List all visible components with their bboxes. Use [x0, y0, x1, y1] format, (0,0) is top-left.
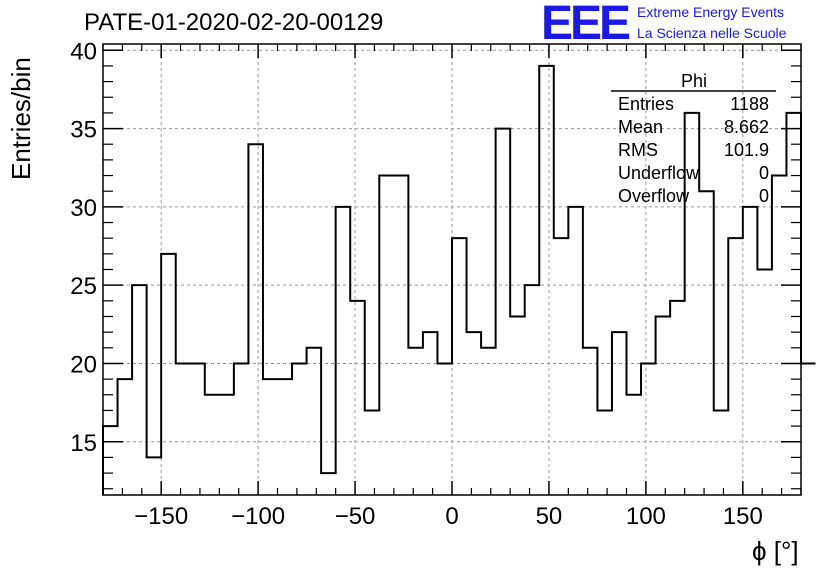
- eee-logo: EEE: [541, 0, 631, 50]
- histogram-bin: [728, 238, 743, 495]
- stats-title: Phi: [681, 71, 707, 91]
- histogram-bin: [147, 457, 162, 495]
- stats-label: RMS: [618, 140, 658, 160]
- histogram-bin: [161, 254, 176, 495]
- histogram-bin: [801, 363, 816, 495]
- x-tick-label: 100: [626, 503, 666, 530]
- x-tick-label: 0: [445, 503, 458, 530]
- stats-rows: Entries 1188 Mean 8.662 RMS 101.9 Underflow 0 Ov…: [618, 94, 769, 206]
- histogram-bin: [612, 332, 627, 495]
- histogram-bin: [365, 410, 380, 495]
- x-axis-label: ϕ [°]: [752, 536, 799, 566]
- stats-label: Underflow: [618, 163, 700, 183]
- y-tick-label: 35: [70, 117, 97, 144]
- histogram-bin: [539, 66, 554, 495]
- histogram-bin: [597, 410, 612, 495]
- y-tick-labels: 15 20 25 30 35 40: [70, 38, 97, 456]
- x-tick-label: 150: [723, 503, 763, 530]
- histogram-bin: [394, 176, 409, 495]
- histogram-bin: [190, 363, 205, 495]
- histogram-bin: [234, 363, 249, 495]
- histogram-bin: [118, 379, 133, 495]
- x-tick-labels: −150 −100 −50 0 50 100 150: [134, 503, 763, 530]
- y-tick-label: 30: [70, 195, 97, 222]
- histogram-bin: [467, 332, 482, 495]
- stats-value: 0: [759, 163, 769, 183]
- histogram-bin: [176, 363, 191, 495]
- x-tick-label: 50: [536, 503, 563, 530]
- x-tick-label: −50: [335, 503, 376, 530]
- histogram-bin: [263, 379, 278, 495]
- histogram-bin: [714, 410, 729, 495]
- stats-label: Overflow: [618, 186, 690, 206]
- stats-value: 0: [759, 186, 769, 206]
- histogram-bin: [554, 238, 569, 495]
- histogram-bin: [292, 363, 307, 495]
- y-tick-label: 20: [70, 351, 97, 378]
- histogram-bin: [336, 207, 351, 495]
- histogram-bin: [423, 332, 438, 495]
- y-axis-label: Entries/bin: [6, 57, 36, 180]
- histogram-bin: [699, 191, 714, 495]
- histogram-bars: [103, 66, 816, 495]
- histogram-bin: [205, 395, 220, 495]
- histogram-bin: [408, 348, 423, 495]
- histogram-bin: [568, 207, 583, 495]
- x-tick-label: −150: [134, 503, 188, 530]
- histogram-bin: [248, 144, 263, 495]
- histogram-bin: [757, 270, 772, 496]
- chart-title: PATE-01-2020-02-20-00129: [84, 9, 384, 36]
- histogram-bin: [772, 176, 787, 495]
- histogram-bin: [510, 316, 525, 495]
- histogram-bin: [452, 238, 467, 495]
- stats-value: 101.9: [724, 140, 769, 160]
- y-tick-label: 25: [70, 273, 97, 300]
- histogram-bin: [321, 473, 336, 495]
- histogram-bin: [219, 395, 234, 495]
- histogram-bin: [132, 285, 147, 495]
- histogram-bin: [641, 363, 656, 495]
- histogram-bin: [656, 316, 671, 495]
- histogram-bin: [350, 301, 365, 495]
- histogram-bin: [627, 395, 642, 495]
- eee-tagline-2: La Scienza nelle Scuole: [637, 25, 787, 41]
- histogram-bin: [743, 207, 758, 495]
- stats-value: 1188: [730, 94, 769, 114]
- histogram-bin: [496, 129, 511, 495]
- histogram-bin: [379, 176, 394, 495]
- x-tick-label: −100: [231, 503, 285, 530]
- stats-value: 8.662: [724, 117, 769, 137]
- stats-label: Entries: [618, 94, 674, 114]
- histogram-bin: [525, 285, 540, 495]
- axis-ticks: [102, 44, 802, 495]
- eee-tagline-1: Extreme Energy Events: [637, 4, 785, 20]
- histogram-bin: [670, 301, 685, 495]
- histogram-bin: [437, 363, 452, 495]
- stats-label: Mean: [618, 117, 663, 137]
- histogram-outline: [102, 64, 816, 495]
- y-tick-label: 15: [70, 430, 97, 457]
- y-tick-label: 40: [70, 38, 97, 65]
- histogram-bin: [103, 426, 118, 495]
- histogram-bin: [278, 379, 293, 495]
- histogram-bin: [307, 348, 322, 495]
- histogram-bin: [583, 348, 598, 495]
- stats-box: Phi Entries 1188 Mean 8.662 RMS 101.9 Underflo…: [611, 71, 776, 206]
- histogram-bin: [786, 113, 801, 495]
- histogram-bin: [481, 348, 496, 495]
